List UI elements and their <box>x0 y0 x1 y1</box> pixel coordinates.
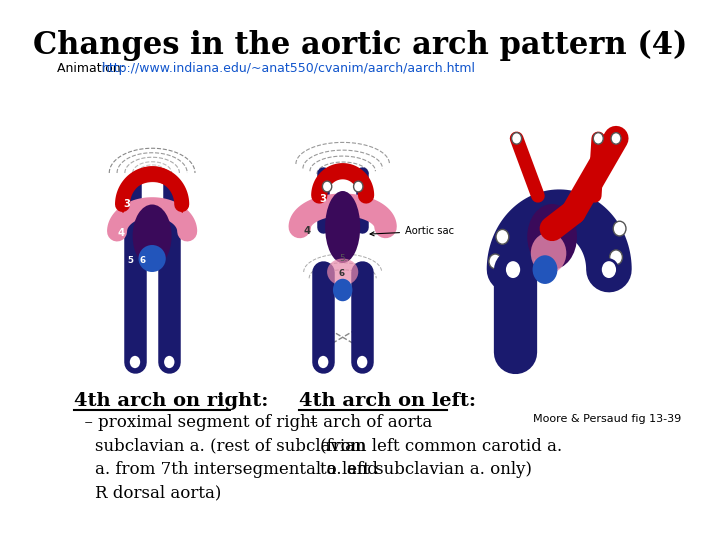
Circle shape <box>496 230 509 244</box>
Text: 4th arch on right:: 4th arch on right: <box>74 392 269 410</box>
Circle shape <box>593 133 603 144</box>
Circle shape <box>600 260 618 279</box>
Text: – arch of aorta
    (from left common carotid a.
    to left subclavian a. only): – arch of aorta (from left common caroti… <box>300 414 562 478</box>
Text: Animation:: Animation: <box>57 62 129 75</box>
Text: Moore & Persaud fig 13-39: Moore & Persaud fig 13-39 <box>534 414 681 424</box>
Circle shape <box>489 254 502 269</box>
Text: Aortic sac: Aortic sac <box>370 226 454 236</box>
Circle shape <box>611 133 621 144</box>
Ellipse shape <box>531 233 567 274</box>
Text: 6: 6 <box>140 256 146 265</box>
Text: 4: 4 <box>304 226 311 236</box>
Ellipse shape <box>333 279 352 301</box>
Text: 6: 6 <box>339 269 345 279</box>
Circle shape <box>129 355 141 369</box>
Circle shape <box>505 260 521 279</box>
Text: 5: 5 <box>127 256 133 265</box>
Text: 5..: 5.. <box>339 254 350 263</box>
Circle shape <box>512 133 521 144</box>
Ellipse shape <box>138 245 166 272</box>
Text: http://www.indiana.edu/~anat550/cvanim/aarch/aarch.html: http://www.indiana.edu/~anat550/cvanim/a… <box>102 62 476 75</box>
Text: 3: 3 <box>124 199 130 209</box>
Text: 4: 4 <box>117 228 125 238</box>
Text: 3: 3 <box>320 194 327 204</box>
Text: 4th arch on left:: 4th arch on left: <box>300 392 477 410</box>
Circle shape <box>356 355 369 369</box>
Ellipse shape <box>325 191 360 263</box>
Circle shape <box>323 181 332 192</box>
Circle shape <box>613 221 626 236</box>
Ellipse shape <box>527 204 577 269</box>
Circle shape <box>163 355 176 369</box>
Circle shape <box>317 355 330 369</box>
Circle shape <box>354 181 363 192</box>
Ellipse shape <box>132 205 171 267</box>
Ellipse shape <box>327 259 359 286</box>
Circle shape <box>610 250 622 265</box>
Text: – proximal segment of right
    subclavian a. (rest of subclavian
    a. from 7t: – proximal segment of right subclavian a… <box>74 414 378 502</box>
Text: Changes in the aortic arch pattern (4): Changes in the aortic arch pattern (4) <box>33 30 687 61</box>
Ellipse shape <box>533 255 557 284</box>
